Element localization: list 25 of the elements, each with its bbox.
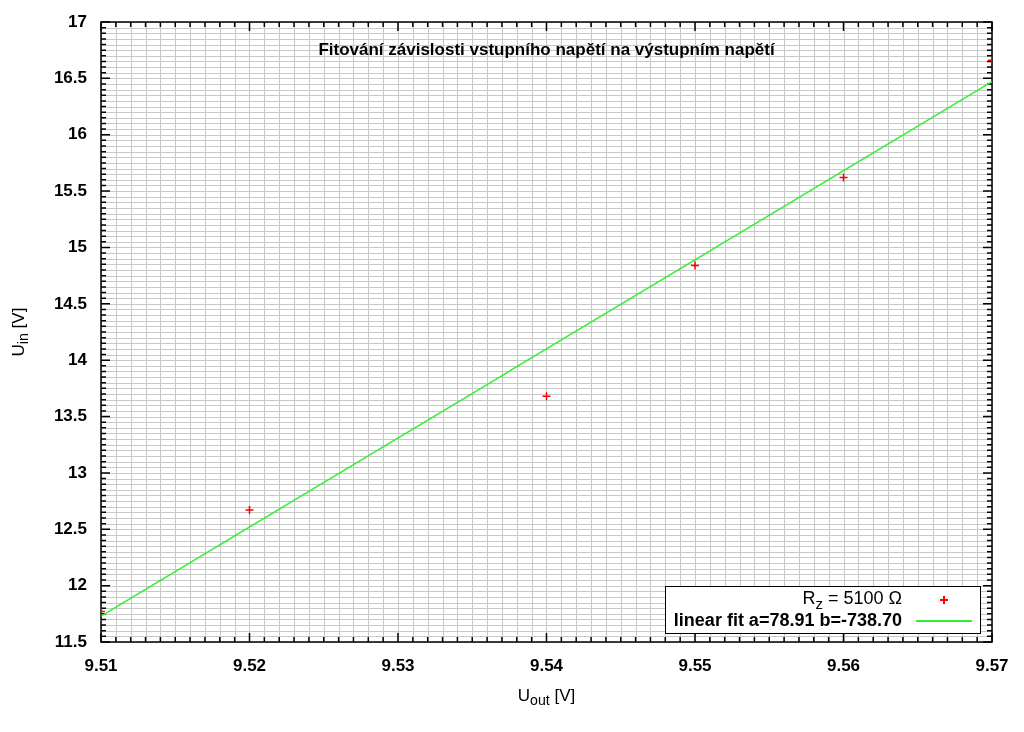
y-tick-label: 12 bbox=[68, 575, 87, 595]
text: Fitování závislosti vstupního napětí na výstupním napětí bbox=[318, 40, 775, 60]
x-tick-label: 9.55 bbox=[678, 655, 712, 675]
legend-label: R$_{z}$ = 5100 Ω bbox=[802, 587, 902, 612]
y-tick-label: 14.5 bbox=[53, 293, 87, 313]
y-tick-label: 12.5 bbox=[53, 518, 87, 538]
x-tick-label: 9.53 bbox=[381, 655, 415, 675]
x-tick-label: 9.52 bbox=[232, 655, 267, 675]
y-tick-label: 15.5 bbox=[53, 180, 87, 200]
legend-label: linear fit a=78.91 b=-738.70 bbox=[673, 610, 902, 631]
y-tick-label: 14 bbox=[68, 349, 88, 369]
x-tick-label: 9.54 bbox=[529, 655, 564, 675]
y-tick-label: 13 bbox=[68, 462, 87, 482]
y-tick-label: 15 bbox=[68, 237, 87, 257]
x-axis-title: U$_{out}$ [V] bbox=[517, 686, 576, 709]
y-tick-label: 16.5 bbox=[53, 68, 87, 88]
point bbox=[690, 260, 700, 271]
point bbox=[244, 505, 255, 515]
y-tick-label: 11.5 bbox=[54, 631, 87, 651]
x-tick-label: 9.51 bbox=[84, 655, 118, 675]
y-tick-label: 13.5 bbox=[53, 406, 87, 426]
y-tick-label: 17 bbox=[68, 11, 87, 31]
x-tick-label: 9.56 bbox=[826, 655, 861, 675]
y-tick-label: 16 bbox=[68, 124, 87, 144]
x-tick-label: 9.57 bbox=[975, 655, 1009, 675]
